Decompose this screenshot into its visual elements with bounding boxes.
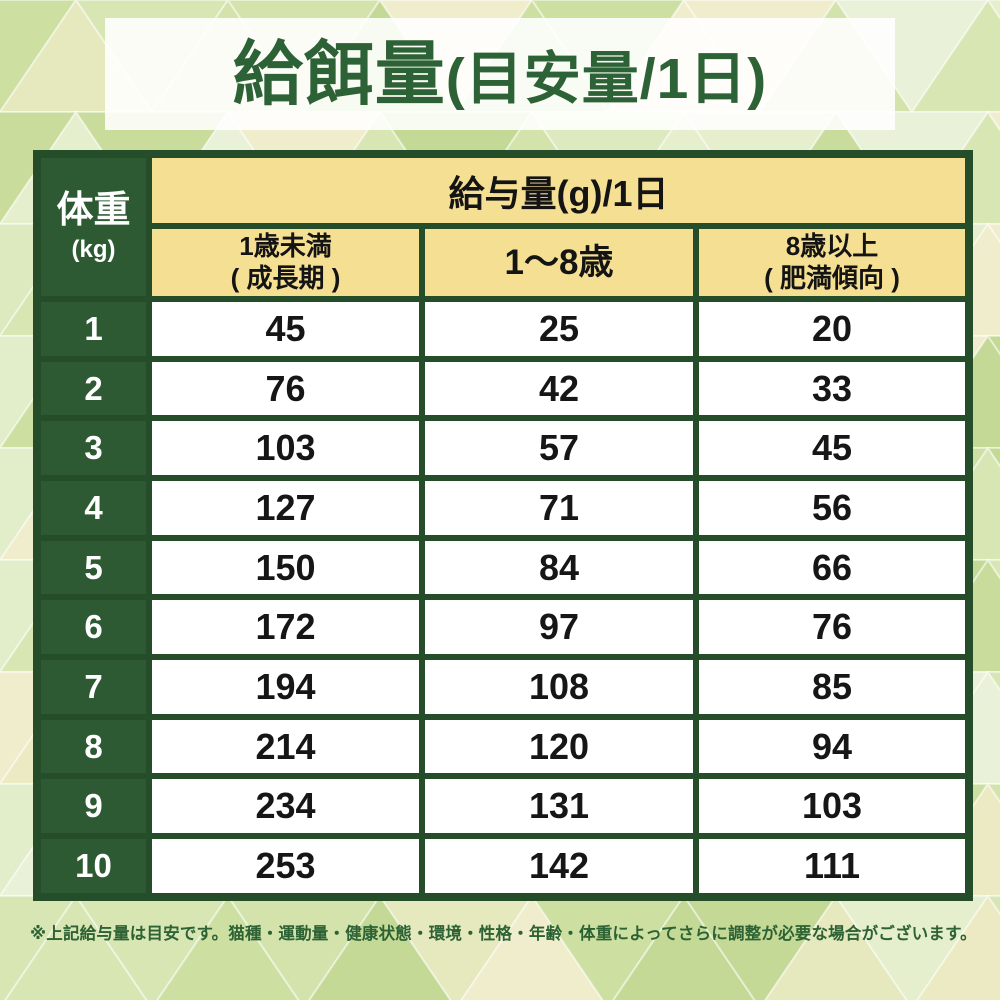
weight-cell: 2 [34,355,152,422]
main-header-cell: 給与量(g)/1日 [145,151,973,229]
value-cell: 234 [146,773,425,840]
col-header-under-1yr-line2: ( 成長期 ) [230,262,341,293]
table-row: 3 103 57 45 [34,415,973,481]
col-header-under-1yr: 1歳未満 ( 成長期 ) [146,223,425,302]
col-header-1-to-8yr-label: 1～8歳 [504,242,614,282]
value-cell: 120 [419,713,699,780]
value-cell: 127 [146,475,425,541]
title-main-text: 給餌量 [232,35,446,113]
value-cell: 66 [692,534,973,601]
header-row-sub: 1歳未満 ( 成長期 ) 1～8歳 8歳以上 ( 肥満傾向 ) [37,223,973,302]
table-row: 4 127 71 56 [34,475,973,541]
weight-cell: 5 [34,534,152,601]
weight-cell: 9 [34,773,152,840]
value-cell: 94 [692,713,973,780]
col-header-under-1yr-line1: 1歳未満 [239,231,332,262]
value-cell: 253 [146,833,425,900]
value-cell: 76 [692,594,973,661]
value-cell: 25 [419,296,699,362]
table-row: 1 45 25 20 [34,296,973,362]
col-header-over-8yr-line1: 8歳以上 [785,231,879,262]
value-cell: 45 [692,415,973,481]
value-cell: 214 [146,713,425,780]
table-row: 10 253 142 111 [34,833,973,900]
value-cell: 150 [146,534,425,601]
value-cell: 76 [146,355,425,422]
feeding-table: 体重 (kg) 給与量(g)/1日 1歳未満 ( 成長期 ) 1～8歳 8歳以上… [33,150,974,901]
value-cell: 142 [419,833,699,900]
weight-cell: 4 [34,475,152,541]
value-cell: 103 [146,415,425,481]
col-header-over-8yr-line2: ( 肥満傾向 ) [764,262,900,293]
value-cell: 57 [419,415,699,481]
value-cell: 45 [146,296,425,362]
value-cell: 103 [692,773,973,840]
value-cell: 42 [419,355,699,422]
page-title: 給餌量(目安量/1日) [233,39,768,109]
value-cell: 33 [692,355,973,422]
value-cell: 172 [146,594,425,661]
col-header-1-to-8yr: 1～8歳 [419,223,699,302]
value-cell: 85 [692,654,973,720]
weight-cell: 3 [34,415,152,481]
table-row: 6 172 97 76 [34,594,973,661]
title-banner: 給餌量(目安量/1日) [105,18,895,130]
weight-cell: 1 [34,296,152,362]
table-row: 9 234 131 103 [34,773,973,840]
col-header-over-8yr: 8歳以上 ( 肥満傾向 ) [692,223,973,302]
value-cell: 131 [419,773,699,840]
weight-cell: 6 [34,594,152,661]
footnote: ※上記給与量は目安です。猫種・運動量・健康状態・環境・性格・年齢・体重によってさ… [30,925,977,943]
table-row: 2 76 42 33 [34,355,973,422]
table-row: 7 194 108 85 [34,654,973,720]
table-row: 5 150 84 66 [34,534,973,601]
title-sub-text: (目安量/1日) [445,47,768,111]
value-cell: 111 [692,833,973,900]
header-row-main: 体重 (kg) 給与量(g)/1日 [34,151,973,302]
value-cell: 194 [146,654,425,720]
value-cell: 108 [419,654,699,720]
weight-cell: 7 [34,654,152,720]
value-cell: 71 [419,475,699,541]
value-cell: 97 [419,594,699,661]
value-cell: 56 [692,475,973,541]
weight-header-label: 体重 [56,188,131,230]
table-row: 8 214 120 94 [34,713,973,780]
weight-cell: 10 [34,833,152,900]
value-cell: 84 [419,534,699,601]
weight-cell: 8 [34,713,152,780]
weight-header-unit: (kg) [71,236,116,264]
weight-header-cell: 体重 (kg) [34,151,152,302]
value-cell: 20 [692,296,973,362]
